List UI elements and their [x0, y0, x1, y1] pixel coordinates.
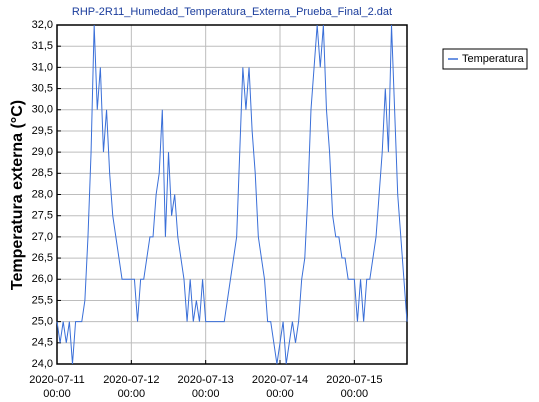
- x-tick-label: 2020-07-14: [252, 374, 308, 386]
- y-tick-label: 31,0: [32, 61, 53, 73]
- x-tick-label: 00:00: [118, 388, 146, 400]
- x-tick-label: 00:00: [192, 388, 220, 400]
- y-tick-label: 24,5: [32, 337, 53, 349]
- x-tick-label: 2020-07-11: [29, 374, 84, 386]
- y-tick-label: 29,5: [32, 125, 53, 137]
- plot-frame: [56, 24, 408, 365]
- chart-title: RHP-2R11_Humedad_Temperatura_Externa_Pru…: [72, 6, 392, 18]
- x-tick-label: 2020-07-12: [103, 374, 159, 386]
- y-axis-label: Temperatura externa (°C): [9, 100, 26, 290]
- y-tick-label: 29,0: [32, 146, 53, 158]
- y-tick-label: 27,5: [32, 210, 53, 222]
- data-line: [56, 24, 408, 365]
- y-tick-label: 25,5: [32, 294, 53, 306]
- y-tick-label: 30,5: [32, 82, 53, 94]
- y-tick-label: 28,0: [32, 188, 53, 200]
- y-tick-label: 24,0: [32, 358, 53, 370]
- y-tick-label: 30,0: [32, 104, 53, 116]
- legend-label: Temperatura: [462, 53, 525, 65]
- legend-box: [442, 48, 528, 70]
- x-tick-label: 2020-07-15: [326, 374, 382, 386]
- y-tick-label: 26,5: [32, 252, 53, 264]
- x-tick-label: 00:00: [266, 388, 294, 400]
- y-tick-label: 32,0: [32, 19, 53, 31]
- x-tick-label: 00:00: [341, 388, 369, 400]
- x-tick-label: 2020-07-13: [178, 374, 234, 386]
- y-tick-label: 26,0: [32, 273, 53, 285]
- x-tick-label: 00:00: [43, 388, 71, 400]
- y-tick-label: 31,5: [32, 40, 53, 52]
- y-tick-label: 28,5: [32, 167, 53, 179]
- y-tick-label: 25,0: [32, 316, 53, 328]
- y-tick-label: 27,0: [32, 231, 53, 243]
